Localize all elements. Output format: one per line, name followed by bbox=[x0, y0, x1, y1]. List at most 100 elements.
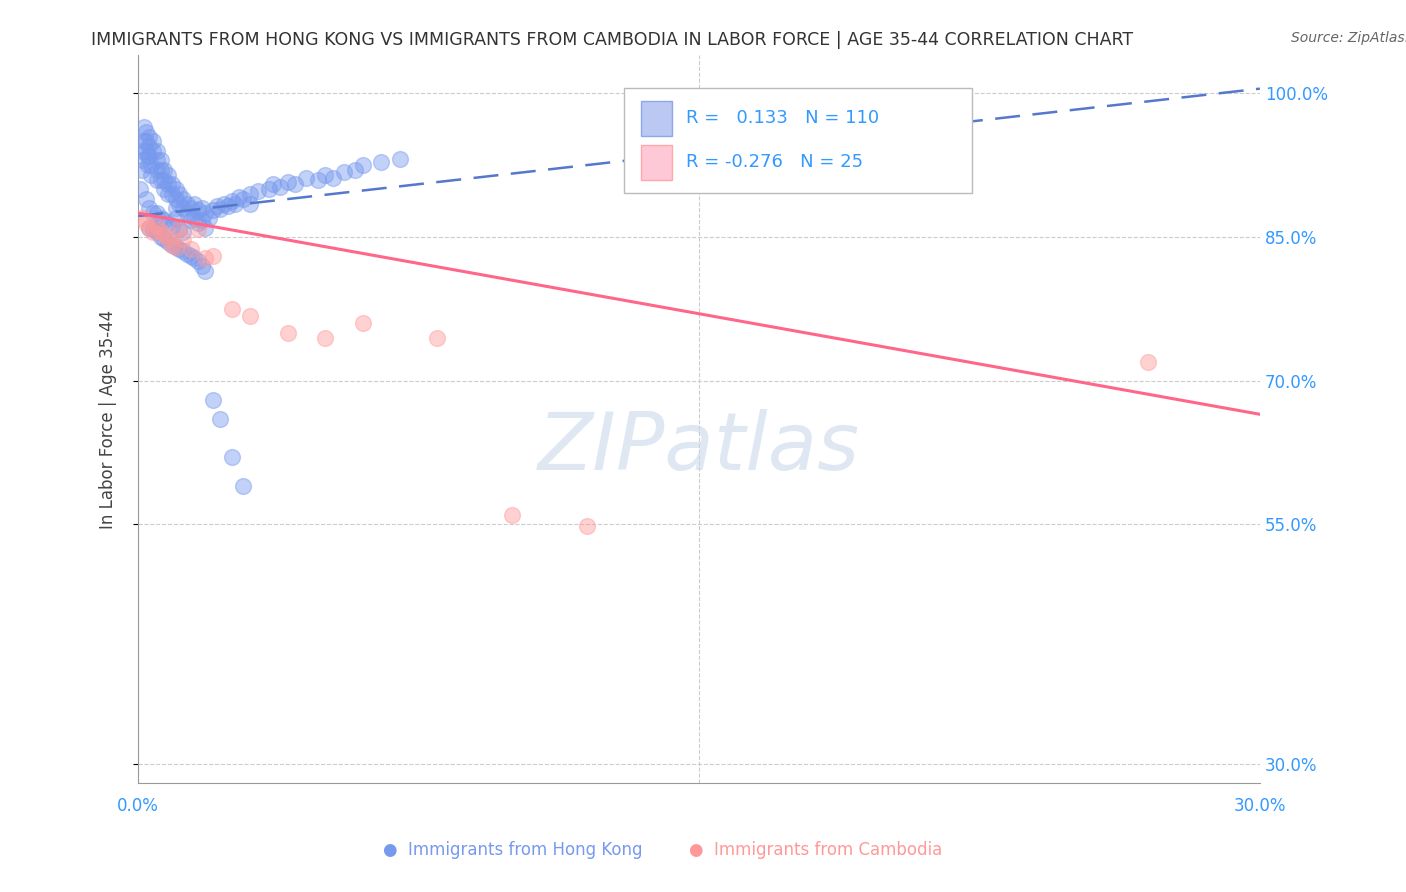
Point bbox=[165, 202, 187, 216]
Point bbox=[314, 168, 336, 182]
Point bbox=[239, 186, 262, 201]
Point bbox=[307, 172, 329, 186]
Point bbox=[135, 144, 157, 158]
Point bbox=[501, 508, 523, 522]
Point bbox=[172, 232, 194, 246]
Point bbox=[165, 240, 187, 254]
Point bbox=[221, 301, 243, 316]
Text: ●  Immigrants from Hong Kong: ● Immigrants from Hong Kong bbox=[384, 840, 643, 858]
Point bbox=[165, 240, 187, 254]
Point bbox=[190, 212, 212, 227]
Point bbox=[295, 170, 318, 185]
Point bbox=[232, 192, 254, 206]
Point bbox=[194, 251, 217, 265]
Point bbox=[153, 232, 176, 246]
Point bbox=[153, 212, 176, 227]
Point bbox=[149, 153, 172, 168]
Point bbox=[131, 211, 153, 225]
Point bbox=[138, 129, 160, 144]
Text: R = -0.276   N = 25: R = -0.276 N = 25 bbox=[686, 153, 863, 171]
Point bbox=[165, 192, 187, 206]
Point bbox=[344, 163, 367, 178]
Point bbox=[217, 199, 239, 213]
Point bbox=[157, 168, 180, 182]
Point bbox=[176, 206, 198, 220]
Point bbox=[169, 242, 191, 256]
Point bbox=[352, 316, 374, 330]
Point bbox=[239, 309, 262, 323]
Point bbox=[232, 479, 254, 493]
Point bbox=[388, 152, 411, 166]
Point bbox=[190, 202, 212, 216]
Point bbox=[138, 139, 160, 153]
Point bbox=[138, 220, 160, 235]
Point bbox=[201, 203, 224, 218]
Point bbox=[180, 242, 202, 256]
Point bbox=[277, 175, 299, 189]
Point bbox=[224, 196, 246, 211]
Point bbox=[146, 172, 169, 186]
Point bbox=[352, 158, 374, 172]
Point bbox=[135, 192, 157, 206]
Point bbox=[160, 219, 183, 233]
Y-axis label: In Labor Force | Age 35-44: In Labor Force | Age 35-44 bbox=[100, 310, 117, 529]
Point bbox=[180, 212, 202, 227]
Point bbox=[149, 230, 172, 244]
Point bbox=[136, 149, 159, 163]
Point bbox=[246, 184, 269, 198]
Point bbox=[149, 163, 172, 178]
Point bbox=[146, 153, 169, 168]
Point bbox=[169, 222, 191, 236]
Point bbox=[187, 254, 209, 268]
Point bbox=[187, 222, 209, 236]
Point bbox=[129, 182, 152, 196]
Point bbox=[165, 211, 187, 225]
Point bbox=[187, 216, 209, 230]
Text: ●  Immigrants from Cambodia: ● Immigrants from Cambodia bbox=[689, 840, 942, 858]
Point bbox=[153, 172, 176, 186]
Point bbox=[575, 519, 598, 533]
Point bbox=[142, 134, 165, 148]
Point bbox=[239, 196, 262, 211]
Point bbox=[257, 182, 280, 196]
Point bbox=[142, 206, 165, 220]
Point bbox=[138, 149, 160, 163]
Point bbox=[169, 186, 191, 201]
Point bbox=[172, 225, 194, 239]
Point bbox=[153, 182, 176, 196]
Point bbox=[138, 220, 160, 235]
Point bbox=[277, 326, 299, 340]
Point bbox=[142, 225, 165, 239]
Point bbox=[169, 222, 191, 236]
Point bbox=[314, 331, 336, 345]
Point bbox=[221, 450, 243, 465]
Point bbox=[426, 331, 449, 345]
Point bbox=[201, 249, 224, 263]
Point bbox=[194, 206, 217, 220]
Point bbox=[146, 144, 169, 158]
Point bbox=[180, 249, 202, 263]
Point bbox=[262, 178, 284, 192]
Point bbox=[209, 202, 232, 217]
Point bbox=[172, 192, 194, 206]
Point bbox=[142, 144, 165, 158]
Point bbox=[183, 196, 205, 211]
Point bbox=[149, 225, 172, 239]
Point bbox=[157, 178, 180, 192]
Point bbox=[141, 168, 163, 182]
Point bbox=[205, 199, 228, 213]
Point bbox=[135, 134, 157, 148]
Point bbox=[141, 158, 163, 172]
Text: 0.0%: 0.0% bbox=[117, 797, 159, 815]
Point bbox=[160, 237, 183, 252]
Point bbox=[187, 203, 209, 218]
Text: 30.0%: 30.0% bbox=[1233, 797, 1286, 815]
Point bbox=[322, 170, 344, 185]
Point bbox=[146, 225, 169, 239]
Text: ZIPatlas: ZIPatlas bbox=[538, 409, 860, 487]
Point bbox=[212, 196, 235, 211]
Point bbox=[157, 235, 180, 249]
Point bbox=[131, 153, 153, 168]
Point bbox=[160, 186, 183, 201]
Point bbox=[165, 182, 187, 196]
